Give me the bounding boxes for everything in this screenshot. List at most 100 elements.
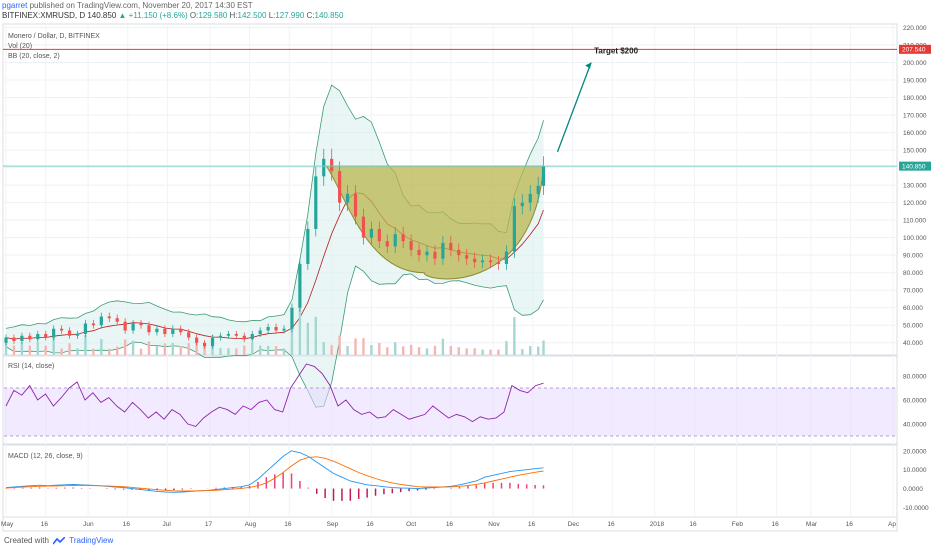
time-tick-label: 16 bbox=[446, 521, 454, 528]
volume-bar bbox=[258, 345, 262, 355]
volume-bar bbox=[505, 341, 508, 355]
time-axis[interactable] bbox=[2, 516, 898, 532]
time-tick-label: 2018 bbox=[650, 521, 665, 528]
time-tick-label: 16 bbox=[689, 521, 697, 528]
published-text: published on TradingView.com, November 2… bbox=[29, 1, 253, 10]
macd-histogram bbox=[5, 472, 545, 501]
volume-bar bbox=[370, 345, 373, 355]
volume-bar bbox=[227, 348, 230, 355]
volume-bar bbox=[441, 338, 445, 355]
volume-bar bbox=[513, 317, 516, 355]
macd-tick-label: 0.0000 bbox=[903, 486, 923, 493]
price-tick-label: 130.000 bbox=[903, 183, 927, 190]
volume-bar bbox=[306, 322, 310, 355]
time-tick-label: Sep bbox=[327, 521, 339, 528]
tradingview-link[interactable]: TradingView bbox=[69, 536, 114, 545]
candle bbox=[306, 228, 310, 264]
volume-bar bbox=[68, 343, 71, 355]
candle bbox=[314, 176, 318, 229]
candle bbox=[218, 335, 223, 338]
tradingview-logo-icon bbox=[53, 536, 66, 545]
rsi-label[interactable]: RSI (14, close) bbox=[8, 363, 54, 370]
low-label: L: bbox=[268, 11, 276, 20]
candle bbox=[338, 171, 342, 203]
macd-tick-label: 20.0000 bbox=[903, 448, 927, 455]
volume-bar bbox=[433, 345, 437, 355]
candle bbox=[250, 333, 254, 340]
volume-bar bbox=[378, 343, 381, 355]
last-price-tag bbox=[899, 161, 931, 171]
time-axis-labels: May 16 Jun 16 Jul 17 Aug 16 Sep 16 Oct 16 Nov 16 Dec 16… bbox=[1, 521, 896, 528]
price-tick-label: 110.000 bbox=[903, 218, 926, 225]
volume-indicator-label[interactable]: Vol (20) bbox=[8, 43, 32, 50]
price-tick-label: 170.000 bbox=[903, 113, 927, 120]
candle bbox=[541, 166, 546, 186]
price-change: +11.150 (+8.6%) bbox=[128, 11, 188, 20]
candle bbox=[496, 262, 501, 264]
author-link[interactable]: pgarret bbox=[2, 1, 28, 10]
volume-bar bbox=[314, 316, 317, 355]
last-price-label: 140.850 bbox=[902, 163, 926, 170]
volume-bar bbox=[322, 342, 325, 355]
symbol[interactable]: BITFINEX:XMRUSD, D bbox=[2, 11, 86, 20]
candle bbox=[512, 206, 516, 252]
price-tick-label: 40.000 bbox=[903, 340, 923, 347]
time-tick-label: 16 bbox=[123, 521, 131, 528]
time-tick-label: Nov bbox=[488, 521, 500, 528]
candle bbox=[83, 323, 88, 334]
volume-bar bbox=[251, 342, 254, 355]
volume-bar bbox=[123, 339, 127, 355]
candle bbox=[60, 328, 64, 331]
price-axis[interactable]: 220.000210.000200.000190.000180.000170.0… bbox=[903, 25, 927, 347]
candle bbox=[266, 326, 270, 331]
volume-bar bbox=[457, 347, 460, 355]
candle bbox=[163, 328, 167, 334]
volume-bar bbox=[52, 337, 55, 355]
macd-tick-label: 10.0000 bbox=[903, 467, 927, 474]
candle bbox=[36, 333, 40, 340]
volume-bar bbox=[497, 349, 500, 355]
time-tick-label: Mar bbox=[806, 521, 818, 528]
volume-bar bbox=[529, 346, 532, 355]
rsi-pane[interactable] bbox=[2, 355, 898, 445]
macd-pane[interactable] bbox=[2, 444, 898, 518]
volume-bar bbox=[84, 335, 87, 355]
price-tick-label: 100.000 bbox=[903, 235, 927, 242]
candle bbox=[12, 337, 16, 341]
candle bbox=[67, 330, 72, 336]
candle bbox=[202, 342, 207, 347]
target-arrow[interactable] bbox=[556, 62, 592, 153]
candle bbox=[91, 323, 95, 326]
volume-bar bbox=[521, 348, 524, 355]
volume-bar bbox=[76, 348, 79, 355]
volume-bar bbox=[235, 348, 238, 355]
rsi-line bbox=[5, 363, 544, 427]
macd-label[interactable]: MACD (12, 26, close, 9) bbox=[8, 453, 83, 460]
price-tick-label: 70.000 bbox=[903, 288, 923, 295]
volume-bar bbox=[298, 301, 302, 355]
volume-bar bbox=[266, 345, 270, 355]
candle bbox=[171, 328, 175, 334]
resistance-price-label: 207.540 bbox=[902, 47, 926, 54]
volume-bar bbox=[92, 348, 95, 355]
footer: Created with TradingView bbox=[4, 536, 113, 545]
time-tick-label: Dec bbox=[568, 521, 580, 528]
volume-bar bbox=[362, 338, 365, 355]
candle bbox=[528, 193, 532, 203]
rsi-tick-label: 80.0000 bbox=[903, 374, 927, 381]
time-tick-label: Aug bbox=[245, 521, 257, 528]
cup-pattern bbox=[325, 165, 545, 280]
volume-bar bbox=[354, 338, 357, 355]
bb-indicator-label[interactable]: BB (20, close, 2) bbox=[8, 53, 60, 60]
volume-bar bbox=[425, 348, 429, 355]
candle bbox=[520, 202, 524, 207]
volume-bar bbox=[338, 335, 341, 355]
candle bbox=[75, 333, 80, 336]
volume-bar bbox=[489, 349, 492, 355]
candle bbox=[131, 323, 135, 331]
candle bbox=[290, 307, 294, 329]
high-value: 142.500 bbox=[237, 11, 267, 20]
created-with-text: Created with bbox=[4, 536, 49, 545]
candle bbox=[465, 255, 469, 259]
